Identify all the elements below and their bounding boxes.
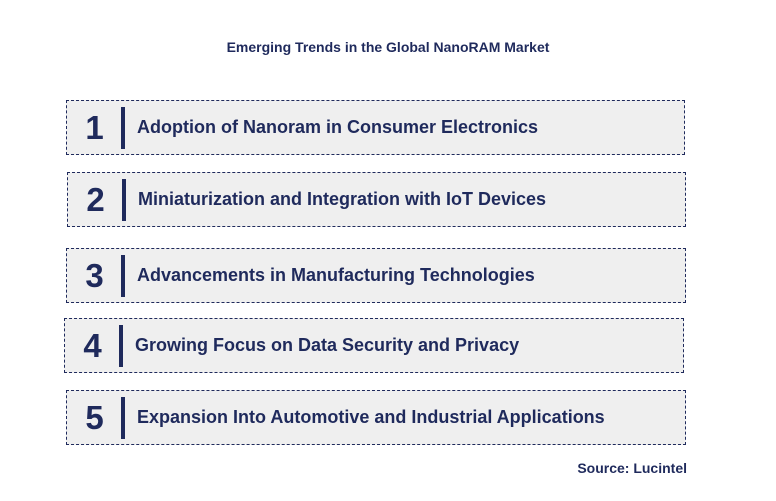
trend-divider-5 xyxy=(121,397,125,439)
source-note: Source: Lucintel xyxy=(577,460,687,476)
trend-number-5: 5 xyxy=(85,398,104,436)
trend-number-4: 4 xyxy=(83,326,102,364)
trend-label-1: Adoption of Nanoram in Consumer Electron… xyxy=(137,117,539,137)
trend-number-2: 2 xyxy=(86,180,105,218)
trend-label-3: Advancements in Manufacturing Technologi… xyxy=(137,265,535,285)
trend-label-2: Miniaturization and Integration with IoT… xyxy=(138,189,547,209)
trend-divider-1 xyxy=(121,107,125,149)
trend-divider-4 xyxy=(119,325,123,367)
trend-label-5: Expansion Into Automotive and Industrial… xyxy=(137,407,605,427)
trend-number-1: 1 xyxy=(85,108,104,146)
trend-divider-3 xyxy=(121,255,125,297)
trend-item-4: 4 Growing Focus on Data Security and Pri… xyxy=(64,318,684,373)
diagram-title: Emerging Trends in the Global NanoRAM Ma… xyxy=(226,39,550,55)
trend-item-2: 2 Miniaturization and Integration with I… xyxy=(67,172,686,227)
trend-label-4: Growing Focus on Data Security and Priva… xyxy=(135,335,520,355)
trend-divider-2 xyxy=(122,179,126,221)
trend-number-3: 3 xyxy=(85,256,104,294)
trend-item-3: 3 Advancements in Manufacturing Technolo… xyxy=(66,248,686,303)
trend-item-5: 5 Expansion Into Automotive and Industri… xyxy=(66,390,686,445)
trend-item-1: 1 Adoption of Nanoram in Consumer Electr… xyxy=(66,100,685,155)
